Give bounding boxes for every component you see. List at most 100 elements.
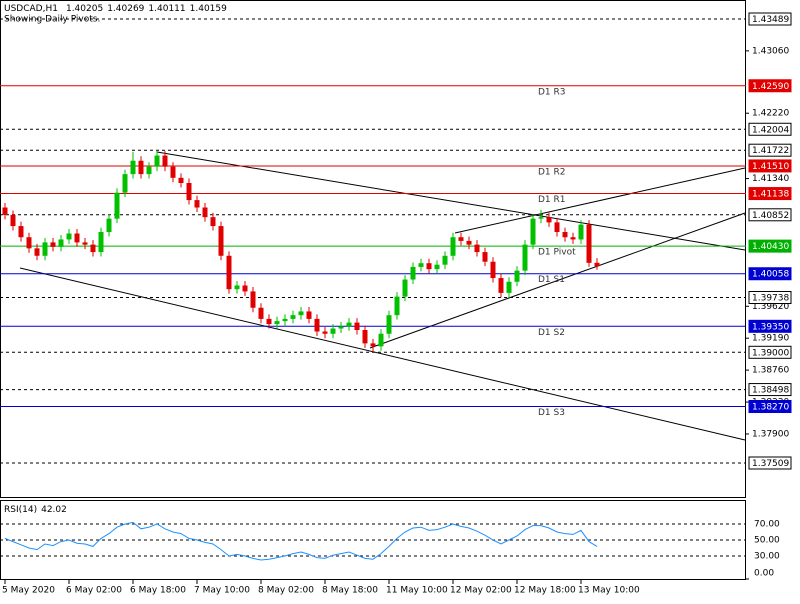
pivot-name: D1 S1	[538, 275, 565, 285]
y-tick-label: 1.37900	[752, 429, 789, 439]
trend-line	[156, 151, 746, 251]
candle-body	[322, 331, 328, 334]
candle-body	[82, 242, 88, 245]
y-tick-label: 1.42220	[752, 109, 789, 119]
candle-body	[290, 315, 296, 319]
candle-body	[314, 318, 320, 332]
pivot-name: D1 R3	[538, 87, 566, 97]
level-label: 1.42004	[752, 125, 789, 135]
candle-body	[10, 214, 16, 227]
pivot-name: D1 S3	[538, 408, 565, 418]
candle-body	[194, 200, 200, 208]
pivot-label: 1.39350	[752, 322, 789, 332]
pivot-label: 1.38270	[752, 402, 789, 412]
candle-body	[402, 279, 408, 297]
last-low: 1.40111	[148, 4, 185, 14]
candle-body	[114, 192, 120, 219]
candle-body	[74, 233, 80, 243]
candle-body	[298, 311, 304, 316]
candle-body	[458, 237, 464, 241]
level-label: 1.41722	[752, 146, 789, 156]
trend-line	[19, 267, 746, 441]
level-label: 1.39738	[752, 294, 789, 304]
candle-body	[2, 207, 8, 215]
pivot-label-box	[748, 79, 792, 93]
rsi-tick-label: 70.00	[754, 520, 780, 530]
candle-body	[154, 155, 160, 167]
level-label-box	[748, 12, 792, 26]
pivot-name: D1 Pivot	[538, 248, 576, 258]
x-tick-label: 11 May 10:00	[386, 586, 448, 596]
level-label: 1.40852	[752, 211, 789, 221]
candle-body	[146, 166, 152, 175]
candle-body	[226, 255, 232, 290]
pivot-label: 1.40058	[752, 270, 789, 280]
candle-body	[202, 207, 208, 218]
rsi-last: 42.02	[41, 505, 67, 515]
candle-body	[50, 242, 56, 247]
candle-body	[98, 232, 104, 253]
level-label-box	[748, 383, 792, 397]
candle-body	[474, 244, 480, 253]
candle-body	[562, 232, 568, 238]
candle-body	[418, 263, 424, 267]
x-tick-label: 8 May 18:00	[322, 586, 378, 596]
candle-body	[58, 239, 64, 247]
rsi-line	[4, 521, 598, 561]
candle-body	[522, 244, 528, 271]
y-tick-label: 1.39190	[752, 334, 789, 344]
level-label: 1.38498	[752, 386, 789, 396]
pivot-label: 1.41138	[752, 190, 789, 200]
symbol: USDCAD,H1	[4, 4, 58, 14]
x-tick-label: 8 May 02:00	[258, 586, 314, 596]
candle-body	[442, 255, 448, 265]
candle-body	[426, 263, 432, 270]
candle-body	[394, 296, 400, 316]
candle-body	[570, 237, 576, 240]
pivot-label: 1.40430	[752, 242, 789, 252]
trend-line	[454, 167, 746, 234]
level-label-box	[748, 456, 792, 470]
candle-body	[274, 321, 280, 325]
candle-body	[130, 160, 136, 175]
candle-body	[210, 217, 216, 227]
rsi-tick-label: 50.00	[754, 536, 780, 546]
candle-body	[346, 322, 352, 327]
candle-body	[242, 285, 248, 292]
pivot-label: 1.41510	[752, 162, 789, 172]
pivot-name: D1 S2	[538, 328, 565, 338]
candle-body	[26, 237, 32, 249]
candle-body	[538, 217, 544, 219]
candle-body	[338, 326, 344, 329]
x-tick-label: 7 May 10:00	[194, 586, 250, 596]
candle-body	[122, 174, 128, 193]
level-label: 1.37509	[752, 459, 789, 469]
candle-body	[362, 330, 368, 344]
level-label: 1.43489	[752, 15, 789, 25]
candle-body	[258, 307, 264, 319]
pivot-label-box	[748, 187, 792, 201]
candle-body	[586, 224, 592, 263]
x-tick-label: 12 May 02:00	[450, 586, 512, 596]
chart-header: USDCAD,H1 1.40205 1.40269 1.40111 1.40159	[4, 4, 227, 14]
candle-body	[250, 291, 256, 308]
pivot-label-box	[748, 319, 792, 333]
candle-body	[490, 261, 496, 279]
candle-body	[354, 322, 360, 331]
rsi-name: RSI(14)	[4, 505, 37, 515]
candle-body	[370, 343, 376, 347]
pivot-label-box	[748, 159, 792, 173]
candle-body	[578, 224, 584, 240]
candle-body	[506, 281, 512, 293]
x-tick-label: 12 May 18:00	[514, 586, 576, 596]
candle-body	[266, 318, 272, 325]
candle-body	[162, 155, 168, 167]
candle-body	[34, 248, 40, 256]
level-label: 1.39000	[752, 348, 789, 358]
last-close: 1.40159	[190, 4, 227, 14]
x-tick-label: 6 May 02:00	[66, 586, 122, 596]
pivot-name: D1 R2	[538, 167, 566, 177]
candle-body	[330, 328, 336, 334]
x-tick-label: 13 May 10:00	[578, 586, 640, 596]
